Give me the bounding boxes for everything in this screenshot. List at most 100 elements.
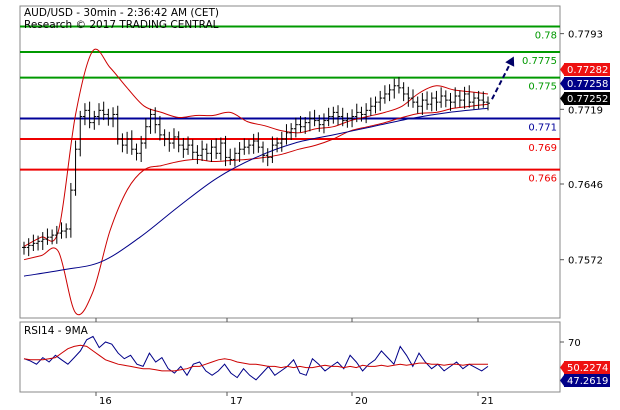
ohlc-bar	[401, 82, 406, 102]
ohlc-bar	[336, 105, 341, 126]
ohlc-bar	[298, 115, 303, 133]
rsi-badge: 47.2619	[560, 374, 610, 387]
ohlc-bar	[481, 91, 486, 108]
ohlc-bar	[457, 90, 462, 108]
ohlc-bar	[392, 78, 397, 99]
price-badge: 0.77282	[560, 63, 610, 76]
moving-average	[23, 107, 489, 277]
ohlc-bar	[40, 232, 45, 250]
level-label: 0.769	[528, 143, 557, 154]
ohlc-bar	[453, 87, 458, 108]
x-tick-label: 20	[355, 396, 368, 407]
ohlc-bar	[157, 115, 162, 141]
rsi-line	[23, 335, 489, 381]
rsi-badge: 50.2274	[560, 361, 610, 374]
y-tick-label: 0.7646	[568, 180, 603, 191]
ohlc-bar	[232, 147, 237, 167]
ohlc-bar	[78, 110, 83, 157]
x-tick-label: 21	[481, 396, 494, 407]
ohlc-bar	[115, 105, 120, 145]
ohlc-bar	[68, 182, 73, 238]
ohlc-bar	[22, 241, 26, 255]
ohlc-bar	[270, 136, 275, 164]
ohlc-bar	[471, 92, 476, 110]
price-badges: 0.77282 0.77258 0.77252	[560, 63, 610, 105]
price-axis: 0.7793 0.7719 0.7646 0.7572	[560, 30, 603, 267]
badge-label: 0.77252	[567, 94, 608, 105]
ohlc-bar	[106, 108, 111, 126]
rsi-badge-label: 50.2274	[567, 363, 608, 374]
ohlc-bar	[462, 86, 467, 109]
ohlc-bar	[293, 117, 298, 138]
ohlc-bar	[326, 107, 331, 127]
ohlc-bar	[265, 148, 270, 167]
ohlc-bar	[82, 103, 87, 126]
chart-copyright: Research © 2017 TRADING CENTRAL	[24, 19, 219, 31]
ohlc-bars	[22, 77, 490, 257]
ohlc-bar	[50, 229, 55, 245]
ohlc-bar	[96, 103, 101, 126]
ohlc-bar	[195, 145, 200, 165]
y-tick-label: 0.7793	[568, 30, 603, 41]
ohlc-bar	[167, 131, 172, 152]
ohlc-bar	[125, 131, 130, 154]
rsi-ma-line	[23, 344, 488, 372]
ohlc-bar	[45, 228, 50, 245]
ma-line	[23, 107, 489, 277]
forecast-arrow	[491, 56, 515, 100]
ohlc-bar	[434, 90, 439, 111]
y-tick-label: 0.7572	[568, 256, 603, 267]
ohlc-bar	[36, 235, 41, 251]
ohlc-bar	[153, 107, 158, 134]
ohlc-bar	[26, 238, 31, 257]
arrow-head	[505, 56, 515, 67]
level-labels: 0.78 0.7775 0.775 0.771 0.769 0.766	[522, 30, 557, 184]
ohlc-bar	[64, 223, 69, 239]
price-panel-frame	[19, 5, 561, 319]
ohlc-bar	[476, 90, 481, 109]
ohlc-bar	[120, 133, 125, 153]
ohlc-bar	[181, 137, 186, 158]
x-tick-label: 17	[230, 396, 243, 407]
rsi-badges: 50.2274 47.2619	[560, 361, 610, 387]
level-label: 0.78	[535, 30, 557, 41]
ohlc-bar	[186, 136, 191, 155]
ohlc-bar	[176, 131, 181, 153]
ohlc-bar	[143, 118, 148, 149]
level-label: 0.771	[528, 123, 557, 134]
ohlc-bar	[246, 139, 251, 155]
ohlc-bar	[139, 135, 144, 162]
arrow-shaft	[491, 59, 513, 100]
ohlc-bar	[345, 112, 350, 128]
ohlc-bar	[275, 137, 280, 153]
price-badge: 0.77258	[560, 77, 610, 90]
ohlc-bar	[190, 139, 195, 160]
ohlc-bar	[350, 109, 355, 128]
rsi-badge-label: 47.2619	[567, 376, 608, 387]
ohlc-bar	[101, 101, 106, 121]
ohlc-bar	[467, 85, 472, 108]
ohlc-bar	[256, 132, 261, 153]
ohlc-bar	[171, 128, 176, 149]
ohlc-bar	[59, 222, 64, 239]
ohlc-bar	[148, 108, 153, 134]
ohlc-bar	[200, 140, 205, 161]
rsi-title: RSI14 - 9MA	[24, 325, 89, 337]
ohlc-bar	[289, 123, 294, 141]
level-label: 0.766	[528, 174, 557, 185]
rsi-panel-frame	[19, 321, 561, 393]
ohlc-bar	[396, 77, 401, 94]
ohlc-bar	[317, 114, 322, 132]
ohlc-bar	[354, 103, 359, 123]
ohlc-bar	[218, 137, 223, 161]
ohlc-bar	[279, 131, 284, 152]
y-tick-label: 0.7719	[568, 105, 603, 116]
ohlc-bar	[223, 135, 228, 167]
ohlc-bar	[307, 111, 312, 132]
level-label: 0.7775	[522, 56, 557, 67]
ohlc-bar	[237, 142, 242, 162]
level-lines	[20, 25, 560, 171]
ohlc-bar	[111, 107, 116, 128]
ohlc-bar	[378, 90, 383, 111]
ohlc-bar	[415, 96, 420, 114]
